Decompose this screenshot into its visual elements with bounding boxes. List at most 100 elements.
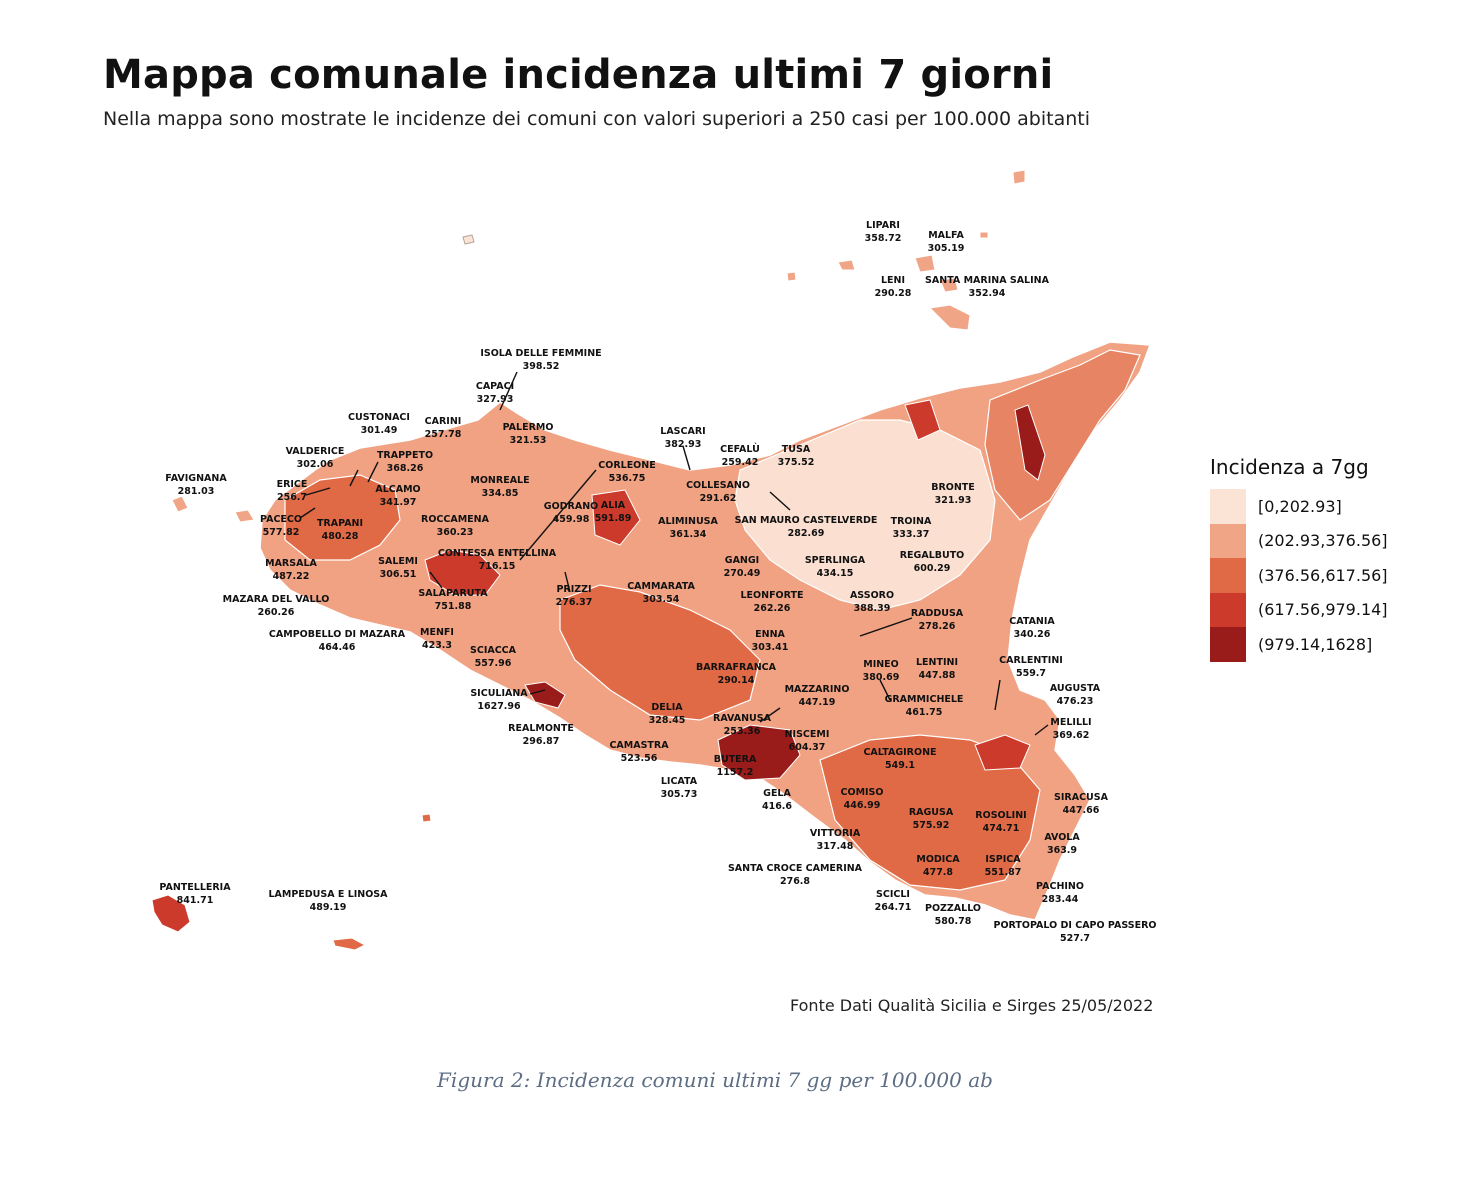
place-value: 447.66 (1063, 805, 1100, 816)
place-value: 716.15 (479, 561, 516, 572)
leader-line-valderice (349, 469, 359, 487)
leader-line-melilli (1034, 724, 1049, 736)
place-name: MINEO (863, 659, 899, 670)
place-value: 368.26 (387, 463, 424, 474)
place-name: SIRACUSA (1054, 792, 1109, 803)
place-label: CATANIA 340.26 (1009, 616, 1055, 640)
place-name: ROCCAMENA (421, 514, 490, 525)
place-label: ENNA 303.41 (752, 629, 789, 653)
place-name: CEFALÙ (720, 443, 760, 455)
place-value: 382.93 (665, 439, 702, 450)
place-value: 270.49 (724, 568, 761, 579)
place-name: ASSORO (850, 590, 894, 601)
place-value: 327.93 (477, 394, 514, 405)
place-value: 303.54 (643, 594, 680, 605)
place-name: GODRANO (544, 501, 598, 512)
legend-label: (979.14,1628] (1258, 634, 1373, 654)
place-value: 446.99 (844, 800, 881, 811)
place-value: 423.3 (422, 640, 452, 651)
place-label: ISPICA 551.87 (985, 854, 1022, 878)
place-label: CEFALÙ 259.42 (720, 443, 760, 468)
legend-title: Incidenza a 7gg (1210, 455, 1369, 479)
place-label: LENTINI 447.88 (916, 657, 958, 681)
leader-line-ravanusa (759, 707, 781, 723)
place-value: 447.88 (919, 670, 956, 681)
place-label: CALTAGIRONE 549.1 (863, 747, 936, 771)
place-value: 281.03 (178, 486, 215, 497)
place-label: MENFI 423.3 (420, 627, 454, 651)
legend-swatch (1210, 627, 1246, 662)
place-value: 290.28 (875, 288, 912, 299)
leader-line-paceco (299, 507, 316, 519)
place-value: 447.19 (799, 697, 836, 708)
place-label: TROINA 333.37 (891, 516, 932, 540)
place-label: GANGI 270.49 (724, 555, 761, 579)
place-name: ALCAMO (375, 484, 420, 495)
place-label: LIPARI 358.72 (865, 220, 902, 244)
lampedusa-island (332, 937, 367, 951)
place-label: ALIMINUSA 361.34 (658, 516, 718, 540)
place-label: CARLENTINI 559.7 (999, 655, 1063, 679)
aeolian-vulcano (837, 259, 856, 271)
place-label: LASCARI 382.93 (660, 426, 705, 450)
place-value: 259.42 (722, 457, 759, 468)
place-name: VALDERICE (286, 446, 345, 457)
place-name: MELILLI (1050, 717, 1091, 728)
place-name: AVOLA (1044, 832, 1080, 843)
place-label: CAMPOBELLO DI MAZARA 464.46 (269, 629, 406, 653)
sicily-northeast-area (984, 349, 1141, 521)
alia-area (591, 489, 641, 546)
place-name: GRAMMICHELE (885, 694, 964, 705)
place-value: 375.52 (778, 457, 815, 468)
place-value: 276.8 (780, 876, 810, 887)
place-label: ASSORO 388.39 (850, 590, 894, 614)
place-name: BUTERA (714, 754, 757, 765)
place-value: 291.62 (700, 493, 737, 504)
place-value: 321.93 (935, 495, 972, 506)
place-value: 262.26 (754, 603, 791, 614)
place-name: LICATA (661, 776, 698, 787)
place-name: LASCARI (660, 426, 705, 437)
place-name: SAN MAURO CASTELVERDE (735, 515, 878, 526)
sicily-southeast-area (819, 734, 1041, 891)
leader-line-salaparuta (429, 571, 443, 589)
place-label: POZZALLO 580.78 (925, 903, 981, 927)
place-name: RADDUSA (911, 608, 964, 619)
place-name: RAVANUSA (713, 713, 772, 724)
place-name: PALERMO (503, 422, 554, 433)
legend-row: [0,202.93] (1210, 489, 1388, 524)
legend-row: (979.14,1628] (1210, 627, 1388, 662)
place-value: 523.56 (621, 753, 658, 764)
place-label: GODRANO 459.98 (544, 501, 598, 525)
legend-label: [0,202.93] (1258, 496, 1342, 516)
place-name: PANTELLERIA (159, 882, 231, 893)
place-label: RAGUSA 575.92 (909, 807, 954, 831)
place-name: COLLESANO (686, 480, 750, 491)
place-value: 604.37 (789, 742, 826, 753)
place-label: AVOLA 363.9 (1044, 832, 1080, 856)
place-label: MINEO 380.69 (863, 659, 900, 683)
place-value: 459.98 (553, 514, 590, 525)
place-label: NISCEMI 604.37 (785, 729, 830, 753)
aeolian-filicudi (939, 277, 959, 293)
leader-line-corleone (519, 469, 597, 561)
place-value: 476.23 (1057, 696, 1094, 707)
place-value: 1627.96 (477, 701, 521, 712)
place-value: 333.37 (893, 529, 930, 540)
place-label: PRIZZI 276.37 (556, 584, 593, 608)
place-value: 283.44 (1042, 894, 1079, 905)
place-label: DELIA 328.45 (649, 702, 686, 726)
place-value: 580.78 (935, 916, 972, 927)
leader-line-lascari (682, 445, 691, 471)
place-name: MODICA (916, 854, 960, 865)
legend-row: (376.56,617.56] (1210, 558, 1388, 593)
favignana-island (171, 495, 189, 513)
leader-line-prizzi (564, 571, 571, 593)
place-label: ROSOLINI 474.71 (975, 810, 1026, 834)
place-label: COMISO 446.99 (841, 787, 884, 811)
place-label: PACHINO 283.44 (1036, 881, 1084, 905)
place-label: SICULIANA 1627.96 (470, 688, 528, 712)
place-label: CAMASTRA 523.56 (609, 740, 669, 764)
place-value: 461.75 (906, 707, 943, 718)
place-name: TRAPPETO (377, 450, 433, 461)
